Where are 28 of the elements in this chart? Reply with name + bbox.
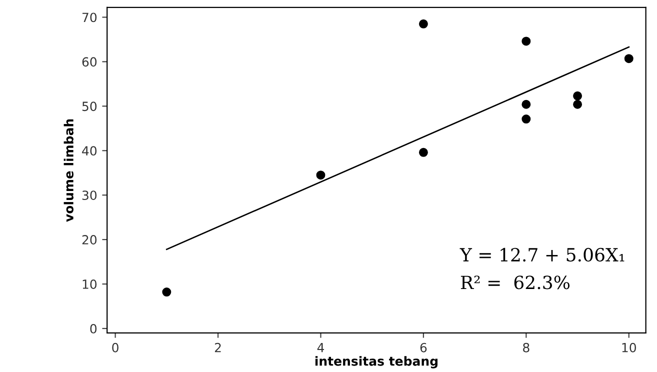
point xyxy=(418,19,428,28)
y-tick-label: 0 xyxy=(90,324,97,334)
y-tick-label: 20 xyxy=(82,235,97,244)
y-tick-label: 40 xyxy=(82,146,97,156)
x-axis-title: intensitas tebang xyxy=(315,356,438,368)
point xyxy=(162,288,172,297)
x-tick-label: 4 xyxy=(317,343,324,352)
x-tick-label: 10 xyxy=(622,342,636,352)
point xyxy=(418,148,428,157)
y-tick-label: 30 xyxy=(82,190,97,200)
point xyxy=(522,114,531,124)
point xyxy=(573,100,582,109)
y-tick-label: 10 xyxy=(82,280,97,289)
x-tick-label: 0 xyxy=(112,342,118,352)
point xyxy=(573,91,582,100)
x-tick-label: 6 xyxy=(420,342,427,352)
y-tick-label: 50 xyxy=(82,102,97,112)
point xyxy=(316,170,326,180)
annotation: R² = 62.3% xyxy=(460,276,570,290)
annotation: Y = 12.7 + 5.06X₁ xyxy=(460,248,624,262)
y-axis-title: volume limbah xyxy=(64,119,74,222)
x-tick-label: 2 xyxy=(214,342,221,352)
y-tick-label: 70 xyxy=(82,12,97,22)
x-tick-label: 8 xyxy=(523,342,530,352)
y-tick-label: 60 xyxy=(82,57,97,67)
point xyxy=(624,54,634,64)
point xyxy=(522,36,531,46)
point xyxy=(522,100,531,109)
